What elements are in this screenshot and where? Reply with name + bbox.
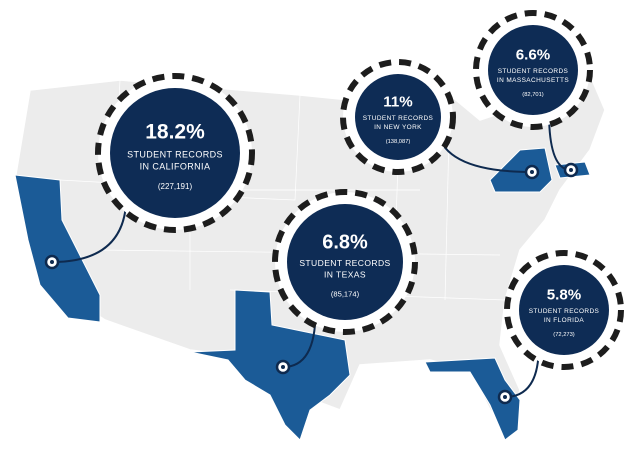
count: (72,273) — [553, 332, 575, 338]
label-line: STUDENT RECORDS — [127, 149, 223, 159]
callout-circle — [110, 88, 240, 218]
callout-circle — [287, 204, 403, 320]
percent: 18.2% — [145, 121, 205, 144]
callout-circle — [488, 25, 578, 115]
pin-dot — [50, 260, 54, 264]
label-line: STUDENT RECORDS — [299, 258, 390, 268]
label-line: IN MASSACHUSETTS — [497, 77, 569, 84]
california — [14, 174, 101, 323]
pin-dot — [569, 168, 573, 172]
pin-dot — [503, 395, 507, 399]
label-line: IN NEW YORK — [374, 124, 422, 131]
label-line: IN CALIFORNIA — [140, 161, 211, 171]
percent: 11% — [383, 94, 413, 111]
florida — [424, 357, 521, 441]
callout-circle — [519, 265, 609, 355]
label-line: IN FLORIDA — [544, 317, 585, 324]
highlighted-states — [14, 147, 591, 441]
label-line: STUDENT RECORDS — [498, 68, 569, 75]
label-line: STUDENT RECORDS — [363, 115, 434, 122]
percent: 5.8% — [547, 287, 582, 304]
new-york — [489, 147, 553, 193]
percent: 6.6% — [516, 47, 551, 64]
count: (138,087) — [386, 139, 411, 145]
pin-dot — [281, 365, 285, 369]
label-line: IN TEXAS — [324, 270, 366, 280]
texas — [189, 289, 351, 441]
count: (227,191) — [158, 182, 193, 191]
percent: 6.8% — [322, 231, 368, 253]
label-line: STUDENT RECORDS — [529, 308, 600, 315]
count: (85,174) — [331, 289, 360, 298]
callout-circle — [355, 74, 441, 160]
count: (82,701) — [522, 92, 544, 98]
pin-dot — [530, 170, 534, 174]
